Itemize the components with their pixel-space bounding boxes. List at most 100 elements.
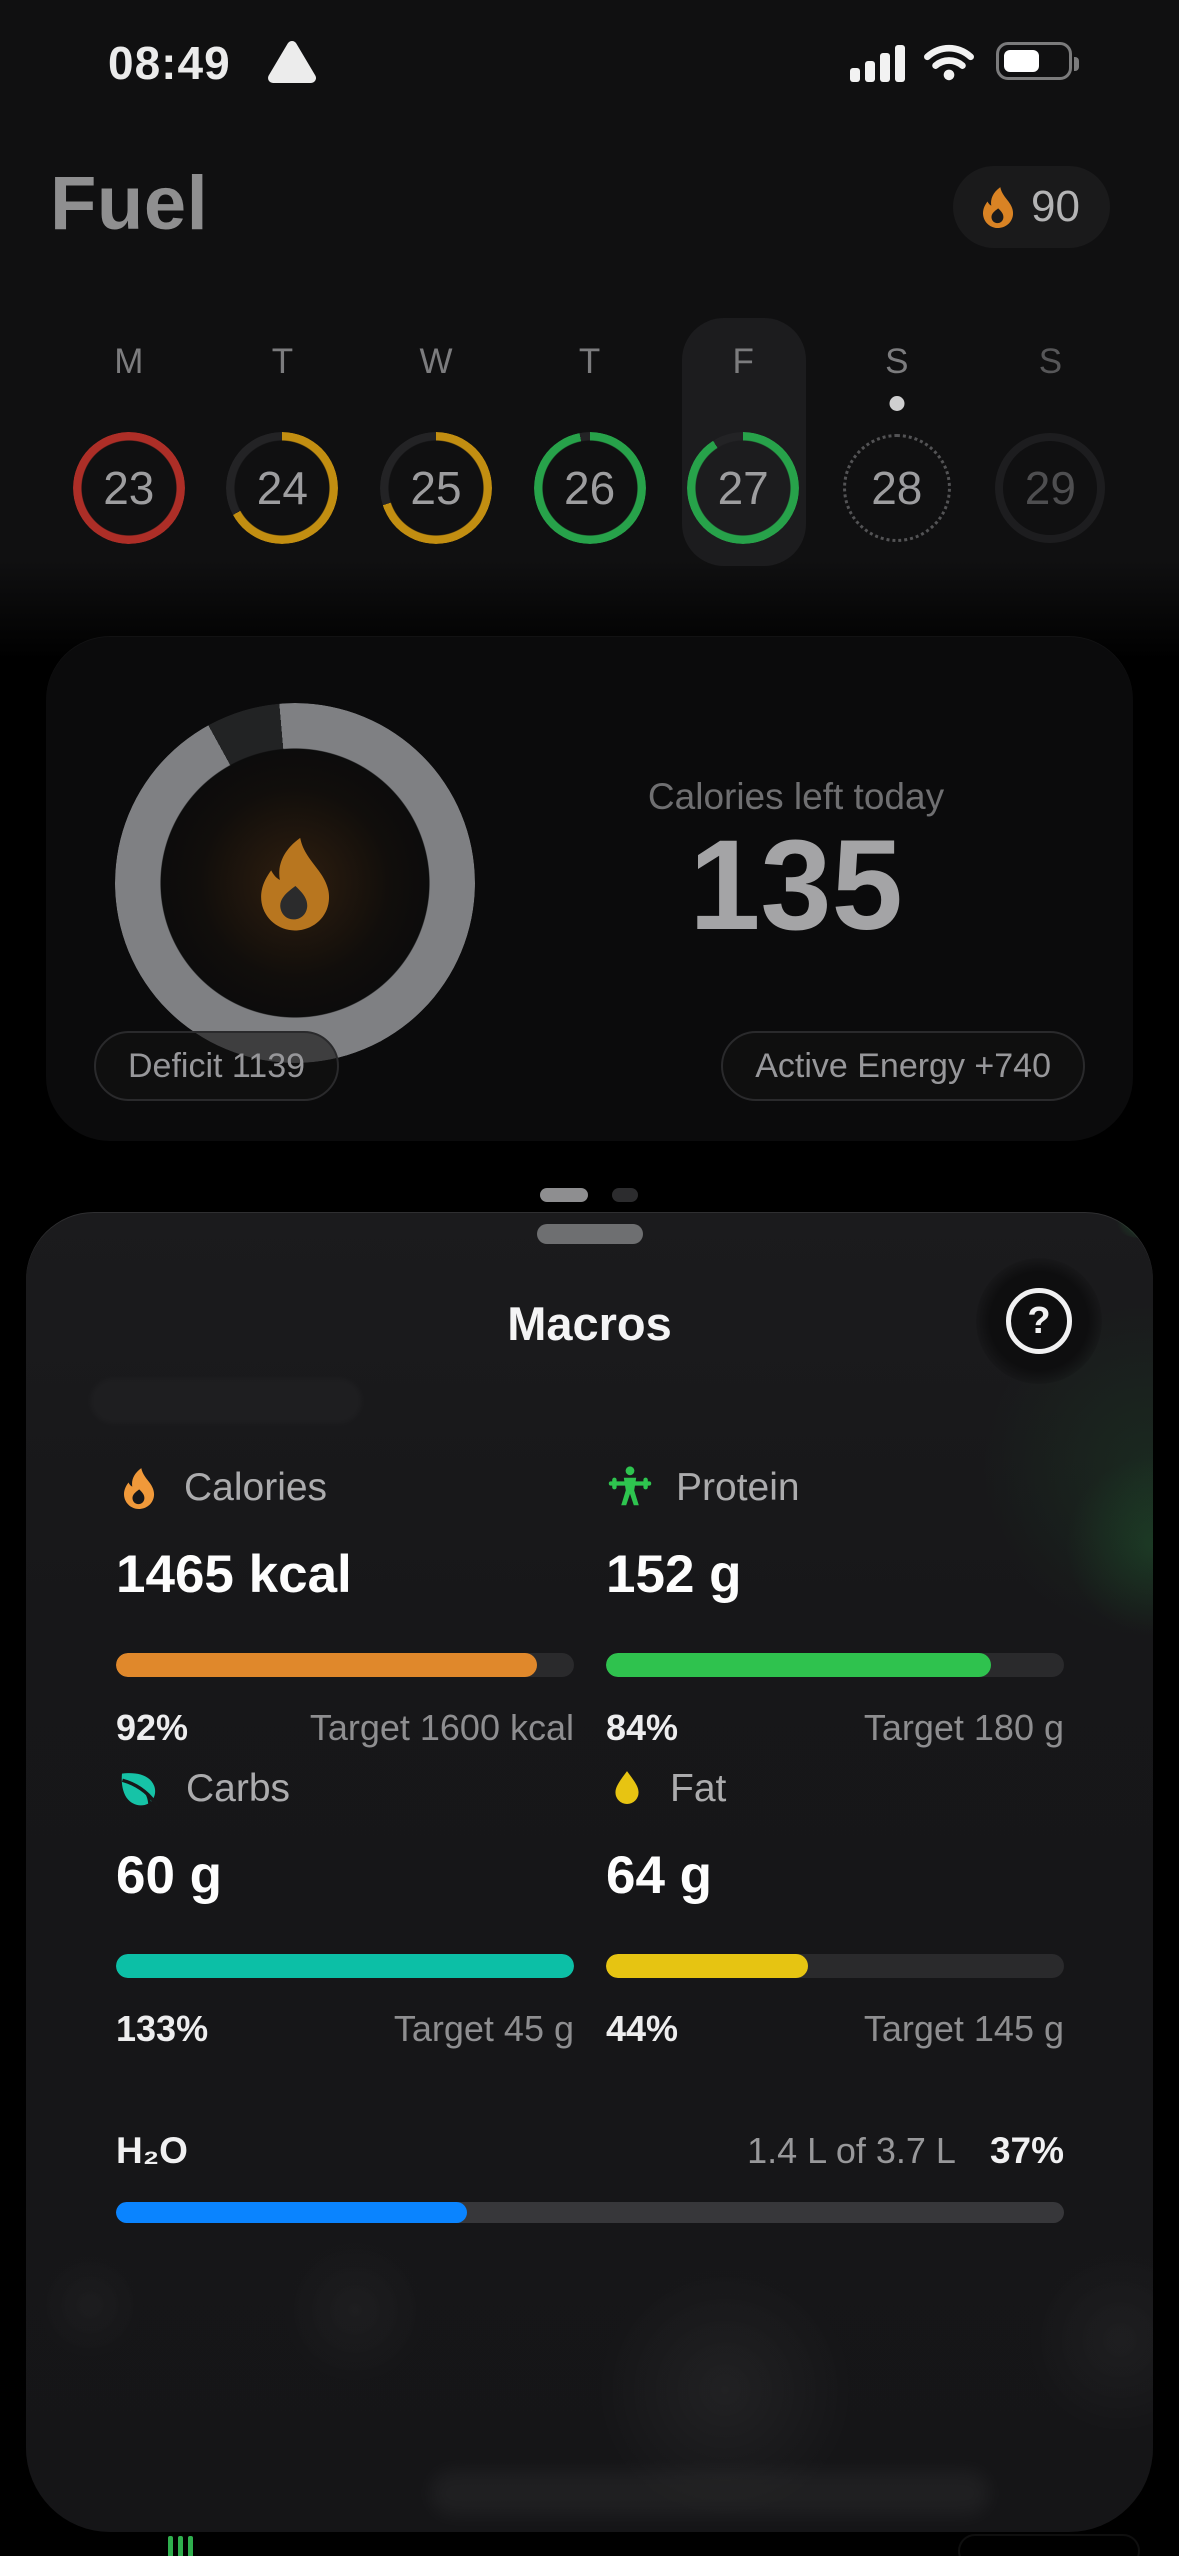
blurred-background-blob: [280, 2235, 430, 2385]
week-strip: M 23 T 24 W 25 T 26 F 27 S: [52, 318, 1127, 578]
blurred-background-blob: [35, 2250, 145, 2360]
fork-icon: [168, 2536, 193, 2556]
macro-label: Carbs: [186, 1767, 291, 1810]
macro-card-carbs: Carbs 60 g 133% Target 45 g: [116, 1763, 574, 2050]
macro-card-fat: Fat 64 g 44% Target 145 g: [606, 1763, 1064, 2050]
page-dot-active: [540, 1188, 588, 1202]
calories-left-label: Calories left today: [647, 776, 945, 817]
calories-ring-wrap: [115, 703, 475, 1063]
day-letter: W: [419, 342, 453, 381]
day-number: 26: [564, 462, 616, 514]
macro-value: 64 g: [606, 1846, 713, 1905]
macro-progress-track: [116, 1954, 574, 1978]
clock: 08:49: [108, 37, 231, 89]
page-title: Fuel: [50, 161, 209, 246]
macro-label: Fat: [670, 1767, 727, 1810]
day-letter: T: [271, 342, 294, 381]
day-number: 28: [871, 462, 923, 514]
droplet-icon: [615, 1771, 639, 1805]
deficit-pill: Deficit 1139: [94, 1031, 340, 1101]
day-progress-ring: [533, 432, 646, 544]
calories-left-value: 135: [689, 814, 903, 957]
streak-badge[interactable]: 90: [953, 166, 1110, 248]
day-dotted-ring: [842, 434, 951, 542]
battery-level: [1004, 50, 1039, 72]
background-peek-pill: [958, 2534, 1140, 2556]
dimmed-background-blob: [90, 1378, 362, 1424]
sheet-drag-handle[interactable]: [536, 1224, 643, 1244]
day-progress-ring: [72, 432, 185, 544]
calories-card[interactable]: Calories left today 135 Deficit 1139 Act…: [46, 636, 1133, 1141]
day-letter: S: [885, 342, 909, 381]
day-column-tue[interactable]: T 24: [206, 318, 360, 578]
macro-label: Protein: [676, 1466, 800, 1509]
macro-progress-track: [606, 1653, 1064, 1677]
macro-progress-fill: [606, 1954, 808, 1978]
macro-value: 1465 kcal: [116, 1545, 352, 1604]
calories-summary: Calories left today 135: [486, 636, 1106, 1141]
help-button[interactable]: ?: [1006, 1288, 1072, 1354]
macro-percent: 133%: [116, 2008, 209, 2049]
macro-progress-fill: [116, 1954, 574, 1978]
water-row: H₂O 1.4 L of 3.7 L 37%: [116, 2130, 1064, 2172]
day-number: 27: [717, 462, 769, 514]
macro-label: Calories: [184, 1466, 328, 1509]
day-letter: F: [732, 342, 754, 381]
blurred-background-bar: [430, 2470, 990, 2516]
macro-card-calories: Calories 1465 kcal 92% Target 1600 kcal: [116, 1462, 574, 1749]
page-dot-inactive: [612, 1188, 638, 1202]
leaf-icon: [121, 1773, 159, 1808]
day-column-wed[interactable]: W 25: [359, 318, 513, 578]
water-progress-fill: [116, 2202, 467, 2223]
macro-progress-fill: [116, 1653, 538, 1677]
macro-value: 60 g: [116, 1846, 223, 1905]
day-column-mon[interactable]: M 23: [52, 318, 206, 578]
day-number: 23: [103, 462, 155, 514]
day-letter: T: [578, 342, 601, 381]
day-number: 24: [256, 462, 308, 514]
macro-percent: 84%: [606, 1707, 679, 1748]
macro-card-protein: Protein 152 g 84% Target 180 g: [606, 1462, 1064, 1749]
lifter-icon: [608, 1466, 652, 1506]
day-progress-ring: [226, 432, 339, 544]
day-progress-ring: [687, 432, 800, 544]
wifi-icon: [922, 40, 976, 87]
day-column-sat[interactable]: S 28: [820, 318, 974, 578]
blurred-background-blob: [1025, 2245, 1153, 2435]
macro-target: Target 1600 kcal: [309, 1707, 574, 1748]
day-number: 29: [1024, 462, 1076, 514]
day-column-sun[interactable]: S 29: [974, 318, 1128, 578]
question-mark-icon: ?: [1027, 1299, 1051, 1342]
macro-progress-track: [606, 1954, 1064, 1978]
macro-progress-track: [116, 1653, 574, 1677]
location-triangle-icon: [268, 40, 316, 89]
active-energy-pill: Active Energy +740: [721, 1031, 1085, 1101]
macros-sheet: Macros ? Calories 1465 kcal 92% Target 1…: [26, 1212, 1153, 2532]
water-progress-track: [116, 2202, 1064, 2223]
day-letter: M: [114, 342, 144, 381]
flame-icon: [261, 837, 330, 931]
day-number: 25: [410, 462, 462, 514]
streak-count: 90: [1031, 182, 1080, 231]
battery-nub: [1074, 57, 1079, 71]
macro-percent: 44%: [606, 2008, 679, 2049]
flame-icon: [124, 1468, 155, 1510]
day-column-fri-selected[interactable]: F 27: [666, 318, 820, 578]
page-indicator: [0, 1188, 1179, 1202]
blurred-background-blob: [595, 2260, 855, 2520]
macro-value: 152 g: [606, 1545, 742, 1604]
water-amount: 1.4 L of 3.7 L: [747, 2130, 956, 2171]
day-column-thu[interactable]: T 26: [513, 318, 667, 578]
flame-icon: [983, 187, 1014, 229]
day-progress-ring: [379, 432, 492, 544]
day-letter: S: [1038, 342, 1063, 381]
battery-icon: [996, 42, 1079, 80]
water-label: H₂O: [116, 2130, 188, 2171]
sheet-title: Macros: [507, 1297, 672, 1350]
water-percent: 37%: [989, 2130, 1064, 2171]
macro-target: Target 180 g: [863, 1707, 1064, 1748]
top-background: [0, 0, 1179, 660]
status-bar: 08:49: [0, 28, 1179, 92]
green-speck-glow: [1112, 1212, 1153, 1238]
